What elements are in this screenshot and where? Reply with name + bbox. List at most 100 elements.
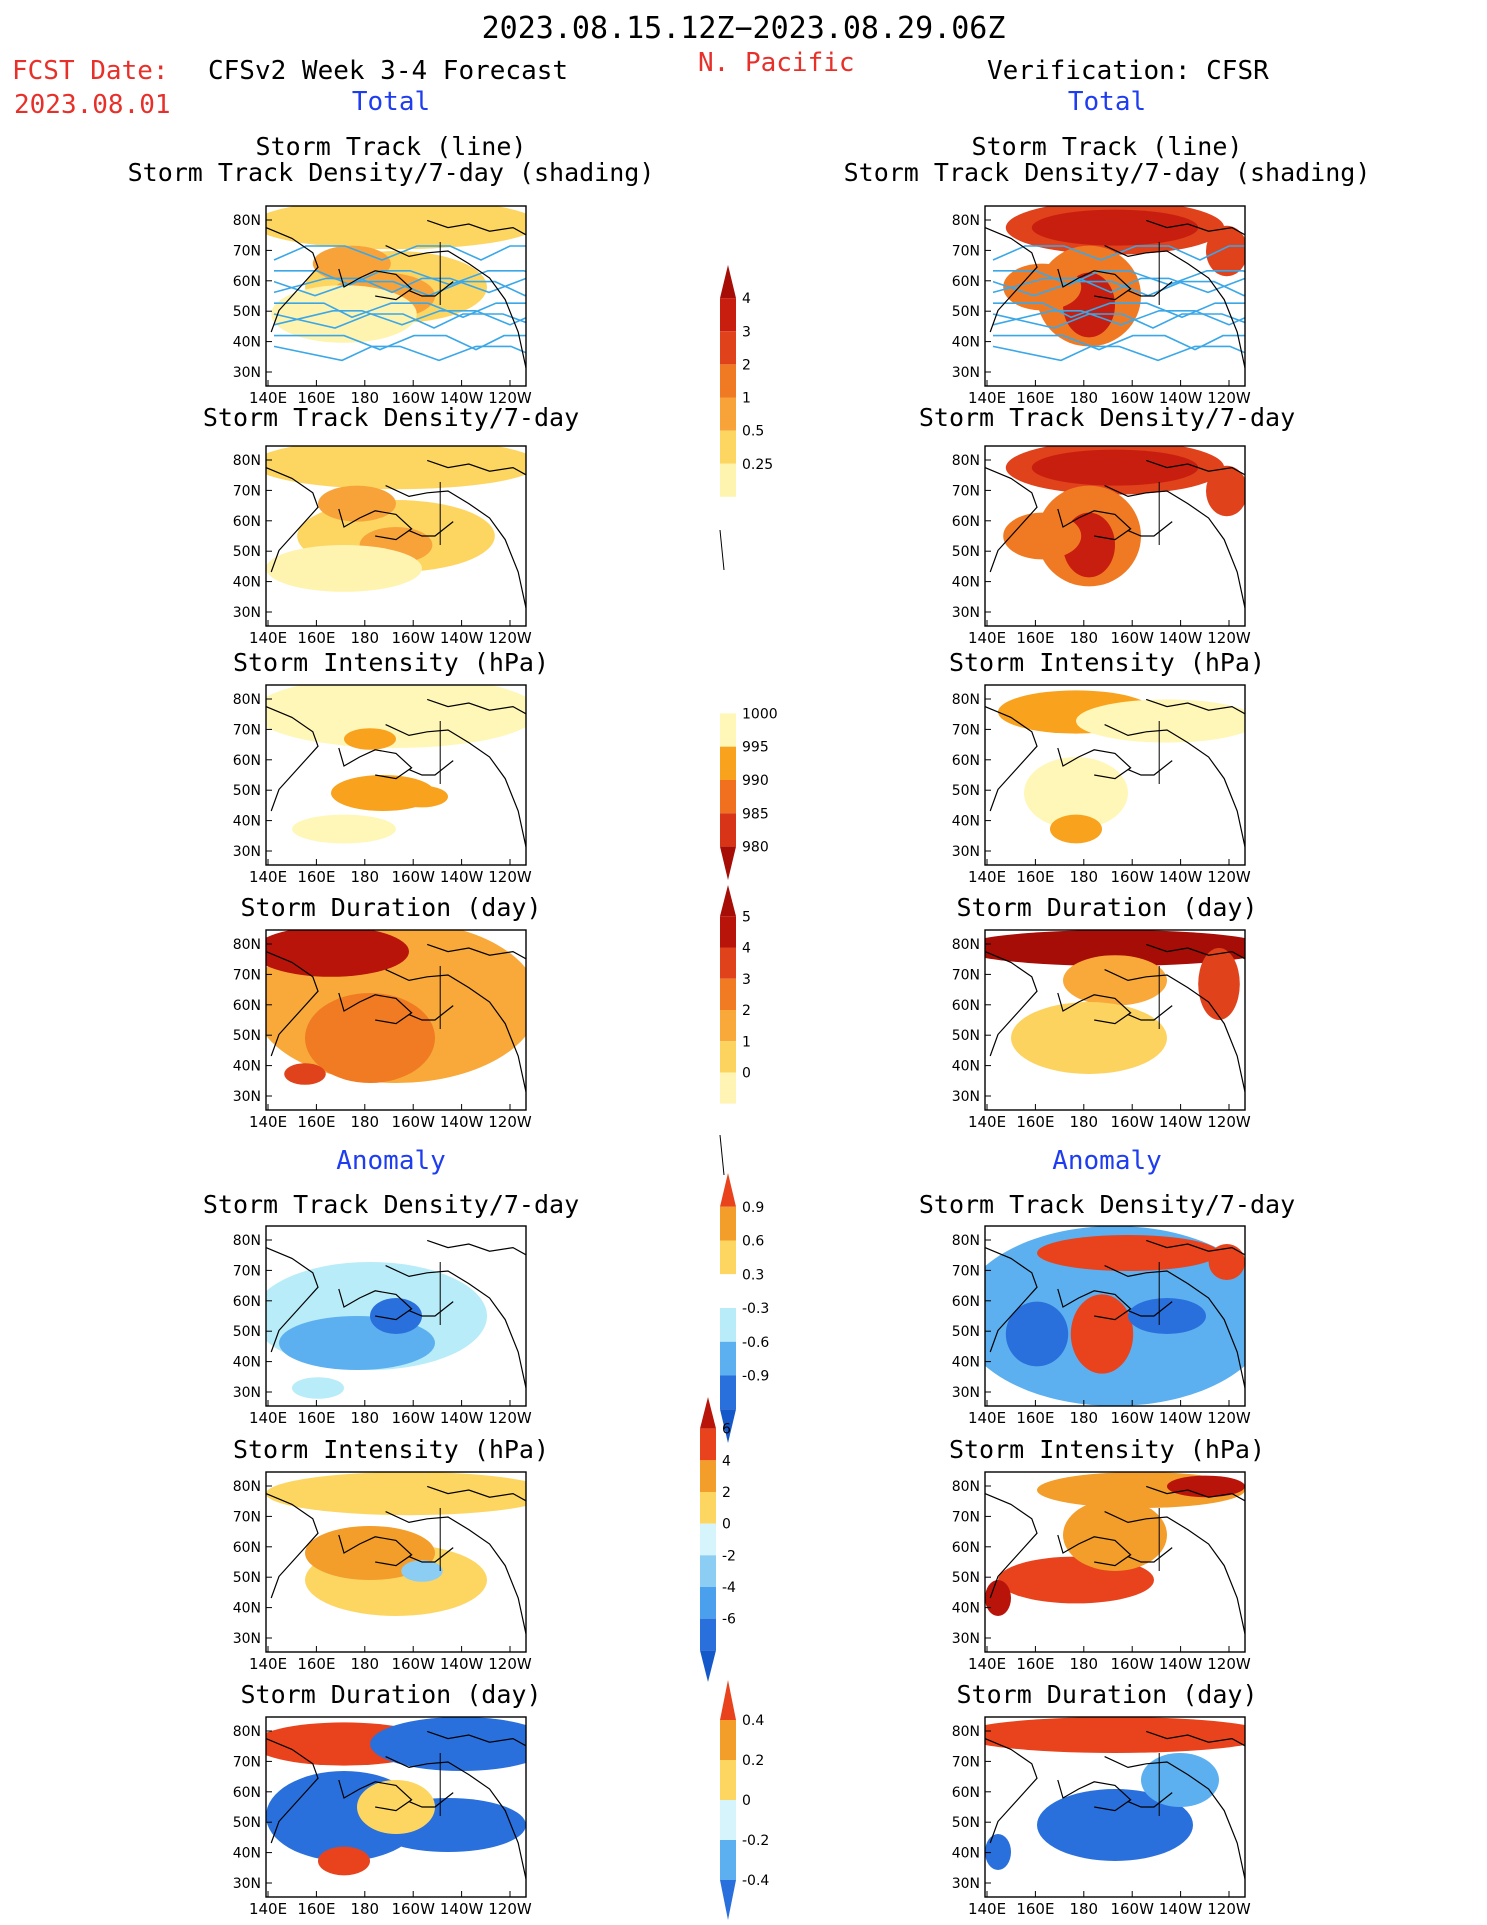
x-tick-label: 180 xyxy=(350,389,379,407)
y-tick-label: 30N xyxy=(952,1631,980,1647)
panel-title-fcst-intensity: Storm Intensity (hPa) xyxy=(232,648,550,677)
x-tick-label: 140E xyxy=(249,1409,287,1427)
x-tick-label: 160W xyxy=(1110,629,1154,647)
y-tick-label: 30N xyxy=(952,605,980,621)
map-panel-ver-total-track: 140E 160E 180 160W 140W 120W 80N 70N 60N 50N 40N 30… xyxy=(952,205,1251,407)
x-tick-label: 120W xyxy=(488,868,532,886)
y-tick-label: 70N xyxy=(233,483,261,499)
shaded-region-1 xyxy=(1031,209,1199,246)
y-tick-label: 80N xyxy=(233,1724,261,1740)
x-tick-label: 160W xyxy=(391,629,435,647)
map-frame xyxy=(984,445,1246,627)
x-tick-label: 160W xyxy=(391,1409,435,1427)
storm-track-line xyxy=(993,269,1245,286)
colorbar-swatch xyxy=(720,1680,736,1720)
storm-track-line xyxy=(993,302,1245,319)
colorbar-swatch xyxy=(720,430,736,464)
y-tick-label: 50N xyxy=(233,1324,261,1340)
shaded-region-1 xyxy=(1076,699,1245,743)
x-tick-label: 160W xyxy=(1110,1113,1154,1131)
x-tick-label: 160E xyxy=(297,1409,335,1427)
x-tick-label: 160E xyxy=(297,1900,335,1918)
verification-label: Verification: CFSR xyxy=(987,56,1269,86)
colorbar-label: -6 xyxy=(722,1612,736,1628)
y-tick-label: 70N xyxy=(233,1509,261,1525)
y-tick-label: 60N xyxy=(233,1540,261,1556)
model-label: CFSv2 Week 3-4 Forecast xyxy=(208,56,569,86)
shaded-region-4 xyxy=(1003,263,1082,311)
x-tick-label: 140W xyxy=(440,868,484,886)
y-tick-label: 50N xyxy=(952,1815,980,1831)
y-tick-label: 30N xyxy=(952,844,980,860)
y-tick-label: 80N xyxy=(952,1479,980,1495)
shaded-region-4 xyxy=(1003,512,1082,560)
map-frame xyxy=(265,1716,527,1898)
x-tick-label: 160E xyxy=(1016,1113,1054,1131)
shaded-region-1 xyxy=(1167,1475,1245,1498)
x-tick-label: 120W xyxy=(488,629,532,647)
storm-track-line xyxy=(992,277,1245,294)
map-panel-fcst-total-track: 140E 160E 180 160W 140W 120W 80N 70N 60N 50N 40N 30… xyxy=(233,205,532,407)
x-tick-label: 180 xyxy=(350,1113,379,1131)
colorbar-label: 2 xyxy=(722,1485,731,1501)
map-frame xyxy=(265,1471,527,1653)
y-tick-label: 80N xyxy=(233,213,261,229)
y-tick-label: 40N xyxy=(952,1601,980,1617)
shaded-region-4 xyxy=(292,814,396,844)
colorbar-label: -0.6 xyxy=(742,1335,769,1351)
colorbar-swatch xyxy=(720,265,736,299)
y-tick-label: 60N xyxy=(952,1294,980,1310)
y-tick-label: 40N xyxy=(233,814,261,830)
panel-title-ver-intensity: Storm Intensity (hPa) xyxy=(948,648,1266,677)
shaded-region-2 xyxy=(396,785,448,808)
shaded-region-0 xyxy=(985,1717,1245,1753)
anomaly-right-label: Anomaly xyxy=(1052,1146,1162,1176)
map-frame xyxy=(984,1716,1246,1898)
x-tick-label: 160W xyxy=(391,1113,435,1131)
shaded-region-3 xyxy=(292,1377,344,1399)
colorbar-label: -0.2 xyxy=(742,1833,769,1849)
colorbar-label: 0.5 xyxy=(742,424,764,440)
shaded-region-0 xyxy=(266,1472,526,1516)
y-tick-label: 60N xyxy=(952,514,980,530)
shaded-region-3 xyxy=(985,1834,1011,1870)
colorbar-label: 980 xyxy=(742,840,769,856)
colorbar-label: -0.3 xyxy=(742,1301,769,1317)
map-frame xyxy=(265,445,527,627)
storm-track-line xyxy=(992,245,1245,261)
x-tick-label: 120W xyxy=(1207,629,1251,647)
y-tick-label: 60N xyxy=(233,514,261,530)
colorbar-duration-anom: 0.4 0.2 0 -0.2 -0.4 xyxy=(720,1680,769,1920)
colorbar-label: 3 xyxy=(742,324,751,340)
colorbar-swatch xyxy=(720,885,736,917)
colorbar-density: 4 3 2 1 0.5 0.25 xyxy=(719,265,773,571)
x-tick-label: 120W xyxy=(488,1655,532,1673)
y-tick-label: 70N xyxy=(952,1754,980,1770)
colorbar-label: -0.9 xyxy=(742,1369,769,1385)
total-right-label: Total xyxy=(1067,87,1147,117)
y-tick-label: 70N xyxy=(233,967,261,983)
colorbar-label: 4 xyxy=(722,1453,731,1469)
shaded-region-5 xyxy=(1206,225,1245,277)
map-frame xyxy=(984,1225,1246,1407)
panel-title-fcst-track-line: Storm Track (line) xyxy=(255,132,527,161)
x-tick-label: 160E xyxy=(297,1113,335,1131)
colorbar-label: 1 xyxy=(742,1034,751,1050)
x-tick-label: 160W xyxy=(1110,389,1154,407)
x-tick-label: 180 xyxy=(1069,1655,1098,1673)
map-panel-ver-total-density: 140E 160E 180 160W 140W 120W 80N 70N 60N 50N 40N 30… xyxy=(952,445,1251,647)
storm-track-line xyxy=(274,269,526,286)
colorbar-swatch xyxy=(720,1274,736,1308)
y-tick-label: 80N xyxy=(233,1479,261,1495)
shaded-region-2 xyxy=(305,1526,435,1580)
colorbar-label: 990 xyxy=(742,773,769,789)
y-tick-label: 70N xyxy=(952,483,980,499)
y-tick-label: 30N xyxy=(952,1089,980,1105)
x-tick-label: 140W xyxy=(440,1113,484,1131)
y-tick-label: 50N xyxy=(233,544,261,560)
shaded-region-4 xyxy=(266,545,422,592)
panel-title-ver-density: Storm Track Density/7-day xyxy=(918,403,1296,432)
x-tick-label: 160E xyxy=(1016,868,1054,886)
shaded-region-0 xyxy=(266,446,526,490)
storm-track-line xyxy=(992,345,1245,362)
